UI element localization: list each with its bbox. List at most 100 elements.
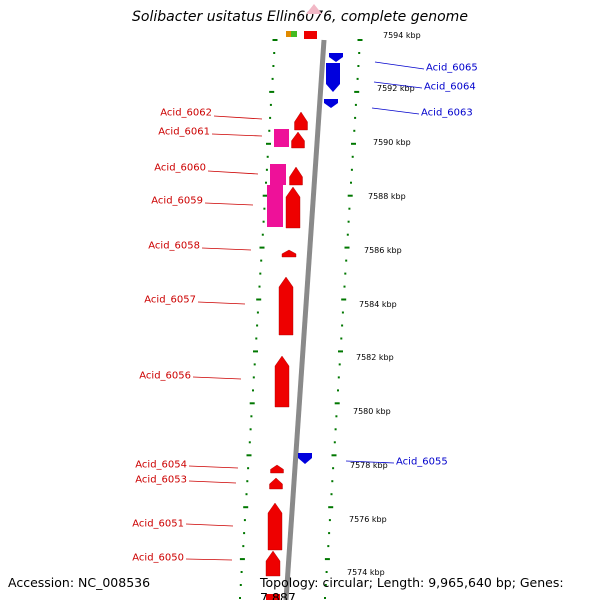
right-ruler-dot [337,376,340,379]
right-ruler-dot [354,116,357,119]
gene-label-acid-6062: Acid_6062 [160,108,212,119]
right-ruler-dot [345,259,348,262]
left-ruler-dot [271,77,274,80]
gene-arrow-acid-6056 [274,355,290,408]
left-ruler-dot [239,584,242,586]
leader-line-acid-6065 [374,61,425,70]
left-ruler-dot [247,467,250,470]
gene-arrow-acid-6061 [291,131,305,149]
gene-arrow-acid-6063 [324,99,338,108]
leader-line-acid-6062 [213,115,263,120]
left-ruler-dot [243,506,249,509]
topology-text: Topology: circular; Length: 9,965,640 bp… [260,575,564,600]
left-ruler-dot [242,545,245,548]
right-ruler-dot [353,129,356,132]
right-ruler-dot [324,558,330,561]
gene-arrow-acid-6058 [281,249,297,258]
leader-line-acid-6056 [192,376,242,380]
left-ruler-dot [240,571,243,573]
left-ruler-dot [256,311,259,314]
left-ruler-dot [258,285,261,288]
left-ruler-dot [249,402,255,405]
right-ruler-dot [330,493,333,496]
left-ruler-dot [260,259,263,262]
gene-label-acid-6057: Acid_6057 [144,295,196,306]
gene-arrow-top-partial [306,4,322,14]
gene-label-acid-6051: Acid_6051 [132,519,184,530]
left-ruler-dot [265,168,268,171]
left-ruler-dot [239,597,241,599]
gene-label-acid-6060: Acid_6060 [154,163,206,174]
left-ruler-dot [246,480,249,483]
left-ruler-dot [256,298,262,301]
left-ruler-dot [243,519,246,522]
gene-block-orange [286,31,291,37]
right-ruler-dot [343,285,346,288]
left-ruler-dot [245,493,248,496]
ruler-label-7594-kbp: 7594 kbp [383,31,421,40]
gene-block-acid-6061 [274,129,289,147]
right-ruler-dot [341,298,347,301]
left-ruler-dot [259,246,265,249]
ruler-dots [239,39,363,599]
gene-label-acid-6063: Acid_6063 [421,108,473,119]
left-ruler-dot [250,415,253,418]
left-ruler-dot [265,181,267,184]
ruler-label-7584-kbp: 7584 kbp [359,300,397,309]
left-ruler-dot [272,65,275,67]
right-ruler-dot [328,532,331,535]
gene-arrow-acid-6053 [269,477,283,490]
right-ruler-dot [341,324,344,327]
ruler-label-7590-kbp: 7590 kbp [373,138,411,147]
left-ruler-dot [266,155,269,158]
left-ruler-dot [268,129,271,132]
ruler-label-7582-kbp: 7582 kbp [356,353,394,362]
gene-block-acid-6060 [270,164,286,185]
gene-label-acid-6056: Acid_6056 [139,371,191,382]
gene-label-acid-6064: Acid_6064 [424,82,476,93]
right-ruler-dot [344,246,350,249]
ruler-label-7586-kbp: 7586 kbp [364,246,402,255]
leader-line-acid-6059 [204,202,254,206]
right-ruler-dot [325,571,328,573]
right-ruler-dot [350,181,352,184]
right-ruler-dot [341,311,344,314]
leader-line-acid-6060 [207,170,259,175]
left-ruler-dot [255,337,258,340]
right-ruler-dot [356,77,359,80]
leader-line-acid-6064 [373,81,423,89]
left-ruler-dot [252,376,255,379]
right-ruler-dot [334,402,340,405]
ruler-label-7576-kbp: 7576 kbp [349,515,387,524]
ruler-labels: 7594 kbp 7592 kbp 7590 kbp 7588 kbp 7586 kbp… [347,31,421,577]
left-ruler-dot [266,142,271,145]
right-ruler-dot [354,90,360,93]
gene-features [265,4,343,600]
gene-arrow-acid-6060 [289,166,303,186]
ruler-label-7578-kbp: 7578 kbp [350,461,388,470]
gene-label-acid-6055: Acid_6055 [396,457,448,468]
right-ruler-dot [338,363,341,366]
left-ruler-dot [261,233,264,236]
right-ruler-dot [331,480,334,483]
left-ruler-dot [272,39,278,41]
gene-arrow-acid-6062 [294,111,308,131]
right-ruler-dot [338,350,343,353]
gene-label-acid-6053: Acid_6053 [135,475,187,486]
leader-line-acid-6061 [211,133,263,137]
right-ruler-dot [351,155,354,158]
left-ruler-dot [259,272,262,275]
gene-arrow-acid-6054 [270,464,284,474]
gene-label-acid-6050: Acid_6050 [132,553,184,564]
ruler-label-7592-kbp: 7592 kbp [377,84,415,93]
left-ruler-dot [243,532,246,535]
right-ruler-dot [324,584,327,586]
gene-arrow-acid-6065 [329,53,343,62]
left-ruler-dot [263,207,266,210]
right-ruler-dot [340,337,343,340]
right-ruler-dot [337,389,339,392]
gene-arrow-acid-6064 [326,63,340,92]
left-ruler-dot [248,441,251,444]
